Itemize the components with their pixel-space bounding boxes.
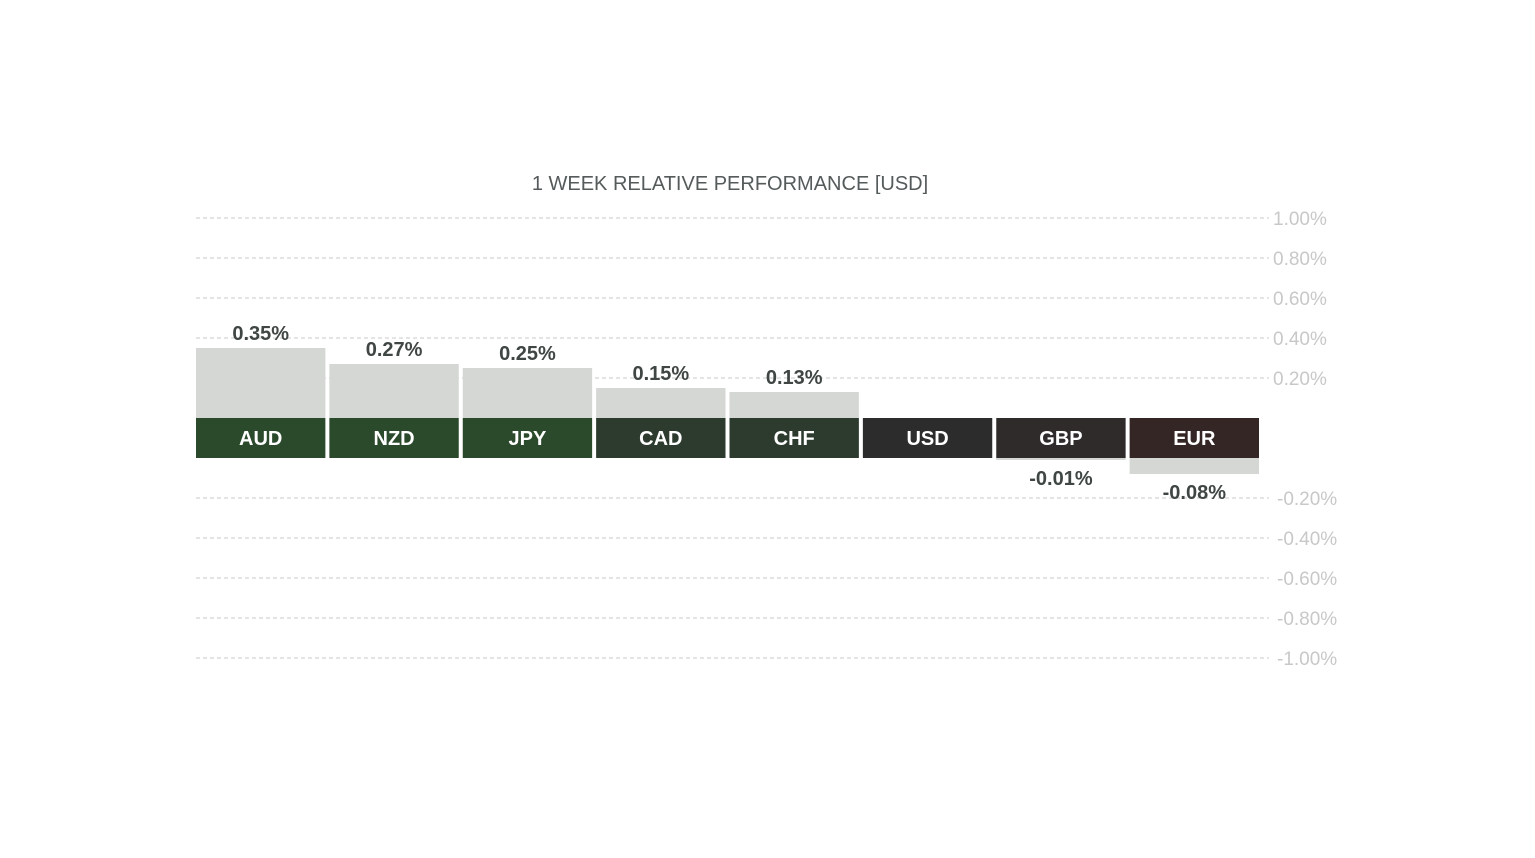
bar-jpy [462, 368, 593, 418]
category-bands: AUD NZD JPY CAD CHF USD GBP EUR [196, 418, 1259, 458]
value-label: 0.27% [366, 339, 423, 361]
value-label: 0.25% [499, 343, 556, 365]
bars [196, 348, 1259, 474]
category-label: NZD [374, 428, 415, 450]
bar-eur [1129, 458, 1259, 474]
y-axis-ticks: 1.00% 0.80% 0.60% 0.40% 0.20% -0.20% -0.40% -0.… [1273, 209, 1337, 670]
category-band-gbp [996, 418, 1126, 458]
y-tick-label: -0.20% [1277, 489, 1337, 510]
chart-title: 1 WEEK RELATIVE PERFORMANCE [USD] [532, 173, 928, 195]
category-band-jpy [462, 418, 593, 458]
category-label: GBP [1039, 428, 1082, 450]
value-label: 0.35% [232, 323, 289, 345]
category-band-cad [596, 418, 726, 458]
category-label: CAD [639, 428, 682, 450]
y-tick-label: -1.00% [1277, 649, 1337, 670]
category-band-usd [862, 418, 993, 458]
bar-nzd [329, 364, 459, 418]
y-tick-label: -0.80% [1277, 609, 1337, 630]
y-tick-label: 0.80% [1273, 249, 1327, 270]
bar-aud [196, 348, 326, 418]
y-tick-label: 1.00% [1273, 209, 1327, 230]
y-tick-label: -0.60% [1277, 569, 1337, 590]
category-label: JPY [509, 428, 547, 450]
category-label: AUD [239, 428, 282, 450]
value-labels: 0.35% 0.27% 0.25% 0.15% 0.13% -0.01% -0.08% [232, 323, 1226, 504]
category-label: CHF [774, 428, 815, 450]
category-band-chf [729, 418, 859, 458]
bar-chf [729, 392, 859, 418]
category-band-eur [1129, 418, 1259, 458]
value-label: 0.15% [632, 363, 689, 385]
bar-cad [596, 388, 726, 418]
category-band-aud [196, 418, 326, 458]
value-label: -0.01% [1029, 468, 1093, 490]
y-tick-label: 0.60% [1273, 289, 1327, 310]
bar-gbp [996, 458, 1126, 460]
category-band-nzd [329, 418, 459, 458]
y-tick-label: 0.40% [1273, 329, 1327, 350]
y-tick-label: 0.20% [1273, 369, 1327, 390]
category-label: USD [906, 428, 948, 450]
value-label: 0.13% [766, 367, 823, 389]
value-label: -0.08% [1163, 482, 1227, 504]
category-label: EUR [1173, 428, 1216, 450]
y-tick-label: -0.40% [1277, 529, 1337, 550]
